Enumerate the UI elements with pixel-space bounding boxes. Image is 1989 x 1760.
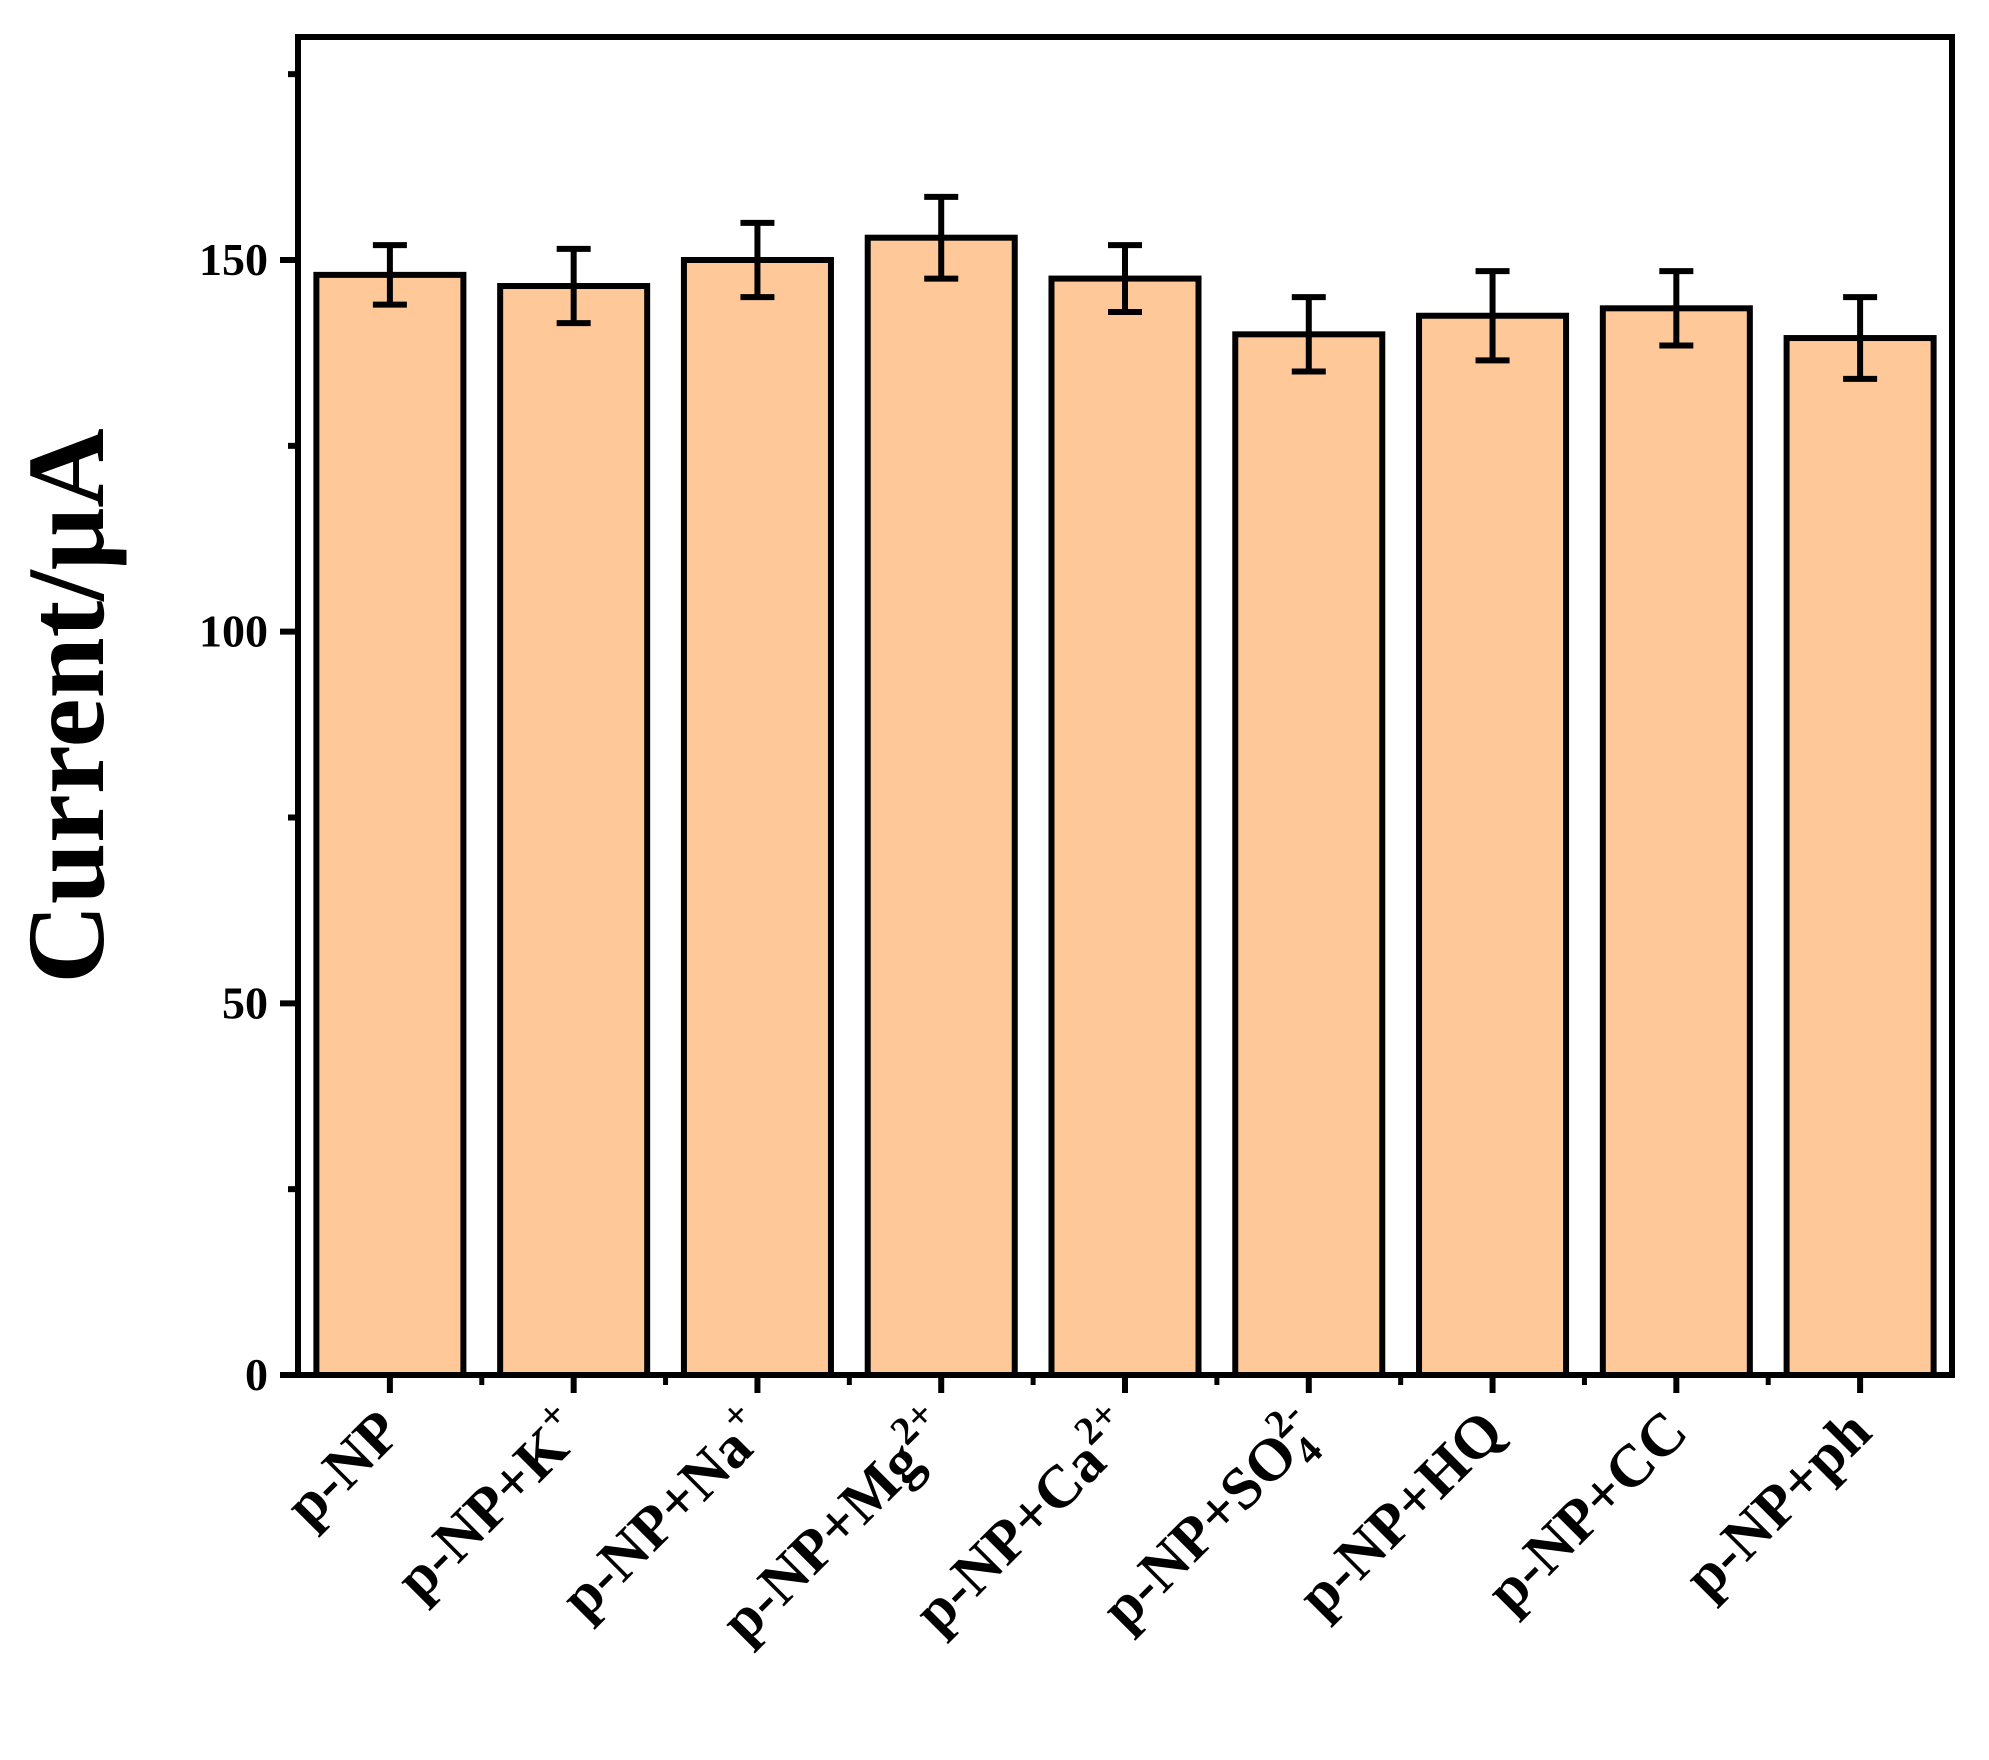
error-bar-9 — [1843, 294, 1878, 382]
bars-layer — [313, 234, 1937, 1379]
category-label-8: p-NP+CC — [1473, 1398, 1699, 1624]
error-bar-3 — [740, 219, 775, 301]
category-label-7: p-NP+HQ — [1285, 1398, 1516, 1629]
category-label-9: p-NP+ph — [1671, 1398, 1883, 1610]
x-axis: p-NPp-NP+K+p-NP+Na+p-NP+Mg2+p-NP+Ca2+p-N… — [272, 1375, 1883, 1654]
y-tick-label-150: 150 — [199, 234, 268, 285]
y-axis: 0 50 100 150 — [199, 71, 298, 1400]
error-bar-5 — [1108, 242, 1142, 316]
bar-5 — [1048, 275, 1202, 1378]
error-bar-4 — [924, 193, 959, 282]
bar-7 — [1416, 312, 1570, 1378]
error-bar-7 — [1475, 268, 1510, 364]
category-label-1: p-NP — [272, 1398, 413, 1539]
error-bar-6 — [1291, 294, 1326, 375]
bar-6 — [1232, 331, 1386, 1378]
error-bar-1 — [372, 242, 407, 308]
bar-9 — [1783, 335, 1937, 1378]
category-label-6: p-NP+SO42- — [1082, 1391, 1339, 1648]
bar-3 — [680, 257, 834, 1378]
error-bars-layer — [372, 193, 1878, 382]
y-tick-label-0: 0 — [245, 1349, 268, 1400]
bar-1 — [313, 271, 467, 1378]
y-tick-label-50: 50 — [222, 977, 268, 1028]
y-tick-label-100: 100 — [199, 606, 268, 657]
error-bar-8 — [1659, 268, 1694, 349]
bar-4 — [864, 234, 1018, 1379]
error-bar-2 — [556, 245, 591, 327]
bar-2 — [497, 283, 651, 1378]
bar-8 — [1599, 305, 1753, 1379]
y-axis-title: Current/μA — [5, 428, 127, 983]
